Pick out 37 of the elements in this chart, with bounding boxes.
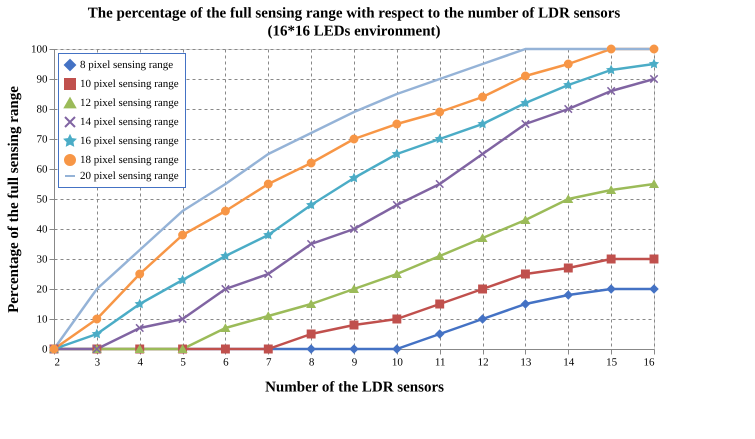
legend-label: 8 pixel sensing range bbox=[80, 59, 174, 71]
x-tick-label: 8 bbox=[308, 356, 315, 368]
y-tick-label: 60 bbox=[36, 164, 48, 176]
x-tick-label: 16 bbox=[644, 356, 655, 368]
x-tick-label: 9 bbox=[352, 356, 358, 368]
chart-title: The percentage of the full sensing range with respect to the number of LDR sensors bbox=[88, 5, 620, 22]
x-tick-label: 5 bbox=[180, 356, 186, 368]
x-tick-label: 7 bbox=[266, 356, 272, 368]
x-tick-label: 13 bbox=[520, 356, 532, 368]
y-tick-label: 100 bbox=[31, 44, 48, 56]
x-tick-label: 4 bbox=[137, 356, 144, 368]
y-tick-label: 0 bbox=[42, 344, 48, 356]
legend-label: 18 pixel sensing range bbox=[80, 154, 179, 166]
legend-label: 12 pixel sensing range bbox=[80, 97, 179, 109]
legend-label: 10 pixel sensing range bbox=[80, 78, 179, 90]
chart-subtitle: (16*16 LEDs environment) bbox=[267, 23, 441, 40]
y-tick-label: 70 bbox=[36, 134, 48, 146]
x-tick-label: 12 bbox=[478, 356, 489, 368]
x-tick-label: 14 bbox=[563, 356, 575, 368]
x-tick-label: 3 bbox=[94, 356, 101, 368]
y-tick-label: 50 bbox=[36, 194, 48, 206]
x-tick-label: 10 bbox=[392, 356, 404, 368]
x-tick-label: 6 bbox=[223, 356, 230, 368]
y-tick-label: 10 bbox=[36, 314, 48, 326]
x-tick-label: 11 bbox=[434, 356, 446, 368]
legend-label: 20 pixel sensing range bbox=[80, 170, 179, 182]
y-tick-label: 40 bbox=[36, 224, 48, 236]
x-tick-label: 2 bbox=[54, 356, 60, 368]
x-axis-title: Number of the LDR sensors bbox=[265, 380, 444, 396]
legend-label: 14 pixel sensing range bbox=[80, 116, 179, 128]
y-tick-label: 90 bbox=[36, 74, 48, 86]
y-tick-label: 20 bbox=[36, 284, 48, 296]
y-axis-title: Percentage of the full sensing range bbox=[6, 86, 22, 313]
y-tick-label: 30 bbox=[36, 254, 48, 266]
y-tick-label: 80 bbox=[36, 104, 48, 116]
x-tick-label: 15 bbox=[606, 356, 618, 368]
legend-label: 16 pixel sensing range bbox=[80, 135, 179, 147]
